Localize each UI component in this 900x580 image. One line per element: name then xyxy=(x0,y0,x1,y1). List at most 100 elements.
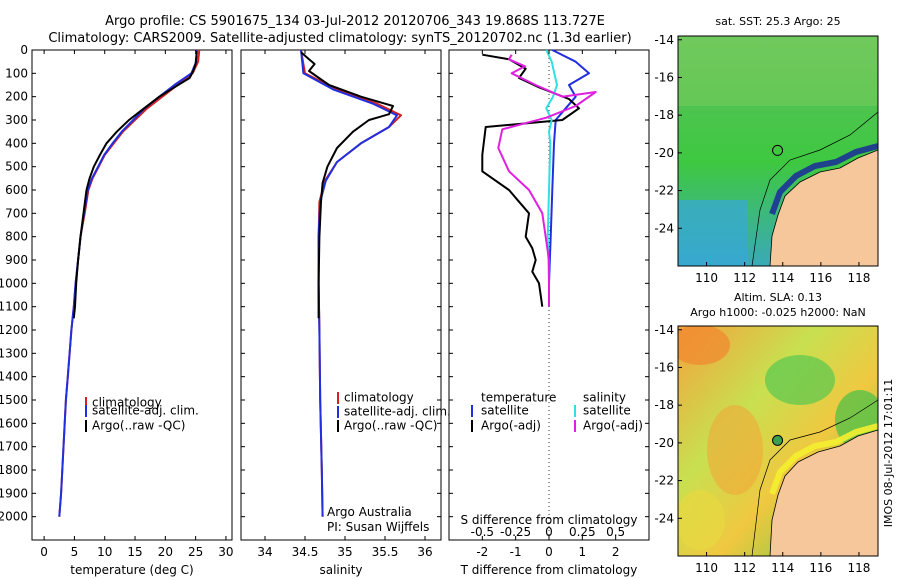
x-tick-label: 2 xyxy=(612,545,620,559)
y-tick-label: 2000 xyxy=(0,510,28,524)
x-tick-label: 35 xyxy=(337,545,352,559)
y-tick-label: 400 xyxy=(5,136,28,150)
sla-mid-patch xyxy=(678,490,725,550)
credit-institution: Argo Australia xyxy=(327,505,412,519)
series-line-argo-raw-qc- xyxy=(300,51,394,319)
salinity-lines xyxy=(300,49,402,517)
x-tick-label: 0 xyxy=(545,545,553,559)
temperature-axes-frame xyxy=(31,49,233,541)
temperature-panel: 0 5 10 15 20 25 300100200300400500600700800900… xyxy=(0,43,234,577)
legend-label-s-argo: Argo(-adj) xyxy=(583,419,643,433)
sla-map-subtitle: Argo h1000: -0.025 h2000: NaN xyxy=(690,306,866,319)
y-tick-label: 900 xyxy=(5,253,28,267)
salinity-axes-frame xyxy=(240,49,442,541)
x2-tick-label: 0.5 xyxy=(606,525,625,539)
land-australia xyxy=(769,429,878,556)
legend-label-argo: Argo(..raw -QC) xyxy=(92,419,185,433)
x-tick-label: 20 xyxy=(158,545,173,559)
salinity-legend: climatology satellite-adj. clim. Argo(..… xyxy=(337,391,451,433)
y-tick-label: 200 xyxy=(5,90,28,104)
y-tick-label: 1300 xyxy=(0,346,28,360)
lat-tick-label: -24 xyxy=(654,511,674,525)
legend-label-satellite-adj: satellite-adj. clim. xyxy=(344,405,451,419)
x-tick-label: 10 xyxy=(97,545,112,559)
salinity-xlabel: salinity xyxy=(319,563,362,577)
x-tick-label: 15 xyxy=(127,545,142,559)
temperature-lines xyxy=(58,49,201,517)
sst-map-title: sat. SST: 25.3 Argo: 25 xyxy=(715,15,840,28)
difference-lines xyxy=(481,49,597,307)
sst-field-southwest xyxy=(678,200,748,266)
lon-tick-label: 110 xyxy=(695,271,718,285)
sst-map-ticks: 110 112 114 116 118 -14 -16 -18 -20 -22 -24 xyxy=(654,33,870,285)
y-tick-label: 1400 xyxy=(0,370,28,384)
legend-label-climatology: climatology xyxy=(92,396,162,410)
salinity-panel: 34 34.5 35 35.5 36 climatology satellite-adj… xyxy=(240,49,451,577)
lon-tick-label: 114 xyxy=(771,271,794,285)
difference-legend: temperature salinity satellite Argo(-adj… xyxy=(471,391,643,433)
sla-map-title: Altim. SLA: 0.13 xyxy=(734,291,822,304)
series-line-t-satellite xyxy=(548,49,590,307)
series-line-s-argo-adj- xyxy=(497,54,597,307)
legend-title-salinity: salinity xyxy=(583,391,626,405)
y-tick-label: 1200 xyxy=(0,323,28,337)
y-tick-label: 300 xyxy=(5,113,28,127)
y-tick-label: 100 xyxy=(5,66,28,80)
x2-tick-label: -0.25 xyxy=(500,525,531,539)
argo-float-marker xyxy=(772,434,784,446)
difference-panel: -2 -1 0 1 2 -0.5 -0.25 0 0.25 0.5 temperature sal… xyxy=(448,49,650,577)
sst-map: sat. SST: 25.3 Argo: 25 xyxy=(654,15,879,285)
imos-timestamp: IMOS 08-Jul-2012 17:01:11 xyxy=(882,379,895,528)
y-tick-label: 600 xyxy=(5,183,28,197)
lon-tick-label: 116 xyxy=(809,561,832,575)
figure-title-line1: Argo profile: CS 5901675_134 03-Jul-2012… xyxy=(105,14,605,29)
y-tick-label: 1800 xyxy=(0,463,28,477)
lat-tick-label: -16 xyxy=(654,70,674,84)
sst-field-north xyxy=(678,36,878,106)
legend-label-s-satellite: satellite xyxy=(583,404,631,418)
x-tick-label: 5 xyxy=(71,545,79,559)
y-tick-label: 1000 xyxy=(0,276,28,290)
argo-float-marker xyxy=(772,144,784,156)
x-tick-label: -1 xyxy=(510,545,522,559)
y-tick-label: 800 xyxy=(5,230,28,244)
x-tick-label: 34 xyxy=(257,545,272,559)
sst-map-frame xyxy=(677,35,879,267)
y-tick-label: 1500 xyxy=(0,393,28,407)
series-line-argo-raw-qc- xyxy=(72,51,198,319)
y-tick-label: 1600 xyxy=(0,416,28,430)
credit-pi: PI: Susan Wijffels xyxy=(327,520,429,534)
lat-tick-label: -24 xyxy=(654,221,674,235)
legend-label-t-satellite: satellite xyxy=(481,404,529,418)
lon-tick-label: 114 xyxy=(771,561,794,575)
series-line-s-satellite xyxy=(545,49,558,307)
temperature-legend: climatology satellite-adj. clim. Argo(..… xyxy=(85,396,199,433)
lat-tick-label: -22 xyxy=(654,184,674,198)
legend-label-t-argo: Argo(-adj) xyxy=(481,419,541,433)
figure-title-line2: Climatology: CARS2009. Satellite-adjuste… xyxy=(48,31,631,46)
x-tick-label: 35.5 xyxy=(372,545,399,559)
x-tick-label: 34.5 xyxy=(292,545,319,559)
lat-tick-label: -18 xyxy=(654,108,674,122)
temperature-xlabel: temperature (deg C) xyxy=(70,563,193,577)
s-difference-label: S difference from climatology xyxy=(461,513,638,527)
lat-tick-label: -20 xyxy=(654,436,674,450)
lon-tick-label: 118 xyxy=(847,271,870,285)
series-line-satellite-adj-clim- xyxy=(300,49,398,517)
lon-tick-label: 112 xyxy=(733,271,756,285)
legend-label-argo: Argo(..raw -QC) xyxy=(344,419,437,433)
sla-map: Altim. SLA: 0.13 Argo h1000: -0.025 h200… xyxy=(654,291,879,575)
lon-tick-label: 116 xyxy=(809,271,832,285)
x-tick-label: 25 xyxy=(188,545,203,559)
lat-tick-label: -22 xyxy=(654,474,674,488)
lon-tick-label: 110 xyxy=(695,561,718,575)
y-tick-label: 500 xyxy=(5,160,28,174)
lat-tick-label: -18 xyxy=(654,398,674,412)
legend-label-satellite-adj: satellite-adj. clim. xyxy=(92,404,199,418)
sla-map-frame xyxy=(677,325,879,557)
x-tick-label: 1 xyxy=(579,545,587,559)
bathymetry-contour xyxy=(751,399,878,556)
sla-high-patch xyxy=(707,405,763,495)
lat-tick-label: -14 xyxy=(654,33,674,47)
